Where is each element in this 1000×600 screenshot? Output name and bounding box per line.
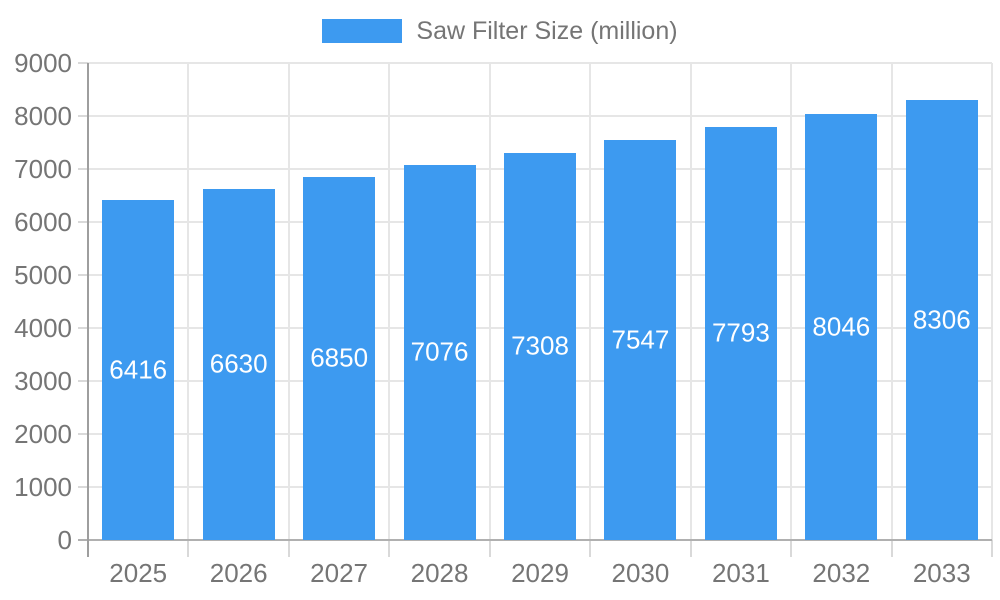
legend-label: Saw Filter Size (million) [416, 16, 678, 45]
bar[interactable]: 6850 [303, 176, 376, 540]
x-axis-category-label: 2033 [912, 558, 971, 588]
y-axis-tick [78, 327, 88, 329]
h-gridline [88, 62, 992, 64]
y-axis-tick [78, 168, 88, 170]
bar-value-label: 6416 [109, 354, 168, 385]
y-axis-tick [78, 380, 88, 382]
bar-value-label: 8306 [912, 304, 971, 335]
chart-legend: Saw Filter Size (million) [0, 16, 1000, 45]
bar[interactable]: 7308 [504, 152, 576, 540]
x-axis-tick [790, 540, 793, 557]
v-gridline [187, 63, 190, 540]
bar-value-label: 8046 [812, 311, 871, 342]
bar[interactable]: 7793 [704, 126, 777, 540]
bar-value-label: 6630 [209, 348, 268, 379]
x-axis-line [78, 539, 992, 541]
y-axis-tick-label: 8000 [14, 101, 72, 131]
y-axis-line [87, 63, 89, 557]
y-axis-tick [78, 433, 88, 435]
y-axis-tick-label: 7000 [14, 154, 72, 184]
v-gridline [689, 63, 692, 540]
y-axis-tick [78, 115, 88, 117]
y-axis-tick-label: 2000 [14, 419, 72, 449]
x-axis-tick [991, 540, 993, 557]
y-axis-tick-label: 5000 [14, 260, 72, 290]
bar[interactable]: 6416 [102, 199, 175, 540]
x-axis-tick [388, 540, 391, 557]
bar-value-label: 7547 [611, 324, 670, 355]
bar[interactable]: 8306 [905, 99, 978, 540]
y-axis-tick-label: 0 [57, 525, 72, 555]
legend-swatch [322, 19, 403, 43]
bar[interactable]: 8046 [805, 113, 878, 540]
y-axis-tick-label: 1000 [14, 472, 72, 502]
y-axis-tick-label: 3000 [14, 366, 72, 396]
x-axis-tick [589, 540, 592, 557]
bar[interactable]: 6630 [202, 188, 275, 540]
x-axis-tick [488, 540, 491, 557]
x-axis-category-label: 2030 [611, 558, 670, 588]
bar-value-label: 7308 [511, 330, 569, 361]
x-axis-category-label: 2028 [410, 558, 469, 588]
x-axis-category-label: 2027 [310, 558, 369, 588]
v-gridline [991, 63, 993, 540]
v-gridline [388, 63, 391, 540]
y-axis-tick [78, 62, 88, 64]
x-axis-tick [890, 540, 893, 557]
y-axis-tick [78, 486, 88, 488]
x-axis-category-label: 2032 [812, 558, 871, 588]
y-axis-tick [78, 221, 88, 223]
x-axis-tick [689, 540, 692, 557]
y-axis-tick-label: 6000 [14, 207, 72, 237]
y-axis-tick-label: 4000 [14, 313, 72, 343]
x-axis-category-label: 2031 [711, 558, 770, 588]
bar-value-label: 6850 [310, 342, 369, 373]
h-gridline [88, 115, 992, 117]
v-gridline [589, 63, 592, 540]
y-axis-tick-label: 9000 [14, 48, 72, 78]
x-axis-category-label: 2026 [209, 558, 268, 588]
x-axis-tick [287, 540, 290, 557]
bar-value-label: 7076 [410, 336, 469, 367]
x-axis-category-label: 2025 [109, 558, 168, 588]
x-axis-category-label: 2029 [511, 558, 569, 588]
x-axis-tick [187, 540, 190, 557]
v-gridline [287, 63, 290, 540]
bar-value-label: 7793 [711, 317, 770, 348]
bar[interactable]: 7547 [604, 140, 677, 540]
v-gridline [890, 63, 893, 540]
y-axis-tick [78, 274, 88, 276]
bar[interactable]: 7076 [403, 164, 476, 540]
v-gridline [488, 63, 491, 540]
v-gridline [790, 63, 793, 540]
